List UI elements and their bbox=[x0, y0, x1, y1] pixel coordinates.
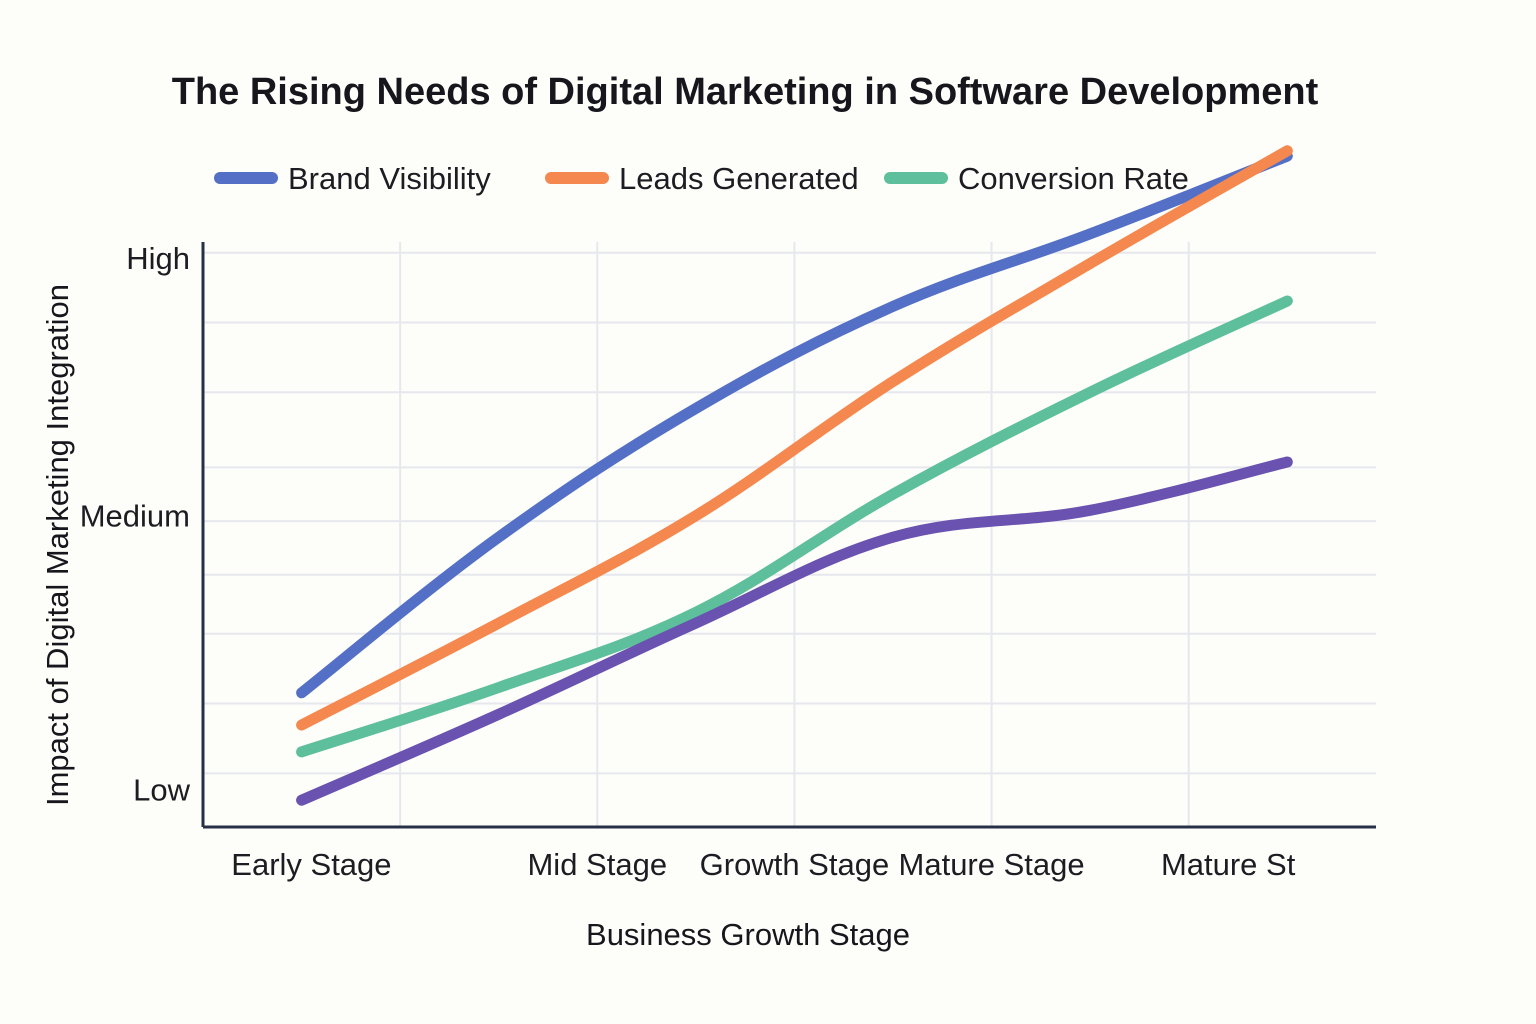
axes bbox=[201, 242, 1376, 829]
legend-label-leads-generated: Leads Generated bbox=[619, 161, 859, 196]
series-line-brand-visibility bbox=[296, 150, 1293, 699]
legend-label-conversion-rate: Conversion Rate bbox=[958, 161, 1189, 196]
series-line-unlabeled-3 bbox=[296, 456, 1293, 806]
legend-label-brand-visibility: Brand Visibility bbox=[288, 161, 491, 196]
x-axis-ticks: Early Stage Mid Stage Growth Stage Mature S… bbox=[231, 847, 1295, 882]
series-lines bbox=[296, 145, 1293, 806]
grid bbox=[203, 242, 1376, 827]
x-tick-label-3: Mature Stage bbox=[899, 847, 1085, 882]
series-line-conversion-rate bbox=[296, 295, 1293, 758]
x-tick-label-4: Mature St bbox=[1161, 847, 1296, 882]
y-axis-ticks: Low Medium High bbox=[80, 241, 191, 807]
x-tick-label-0: Early Stage bbox=[231, 847, 391, 882]
y-tick-label-2: High bbox=[126, 241, 190, 276]
x-tick-label-1: Mid Stage bbox=[527, 847, 667, 882]
y-tick-label-0: Low bbox=[133, 772, 190, 807]
series-line-leads-generated bbox=[296, 145, 1293, 731]
chart-title: The Rising Needs of Digital Marketing in… bbox=[172, 71, 1319, 113]
legend: Brand Visibility Leads Generated Conversio… bbox=[214, 161, 1189, 196]
x-axis-label: Business Growth Stage bbox=[586, 917, 910, 952]
y-tick-label-1: Medium bbox=[80, 499, 190, 534]
y-axis-label: Impact of Digital Marketing Integration bbox=[40, 284, 75, 806]
x-tick-label-2: Growth Stage bbox=[700, 847, 890, 882]
